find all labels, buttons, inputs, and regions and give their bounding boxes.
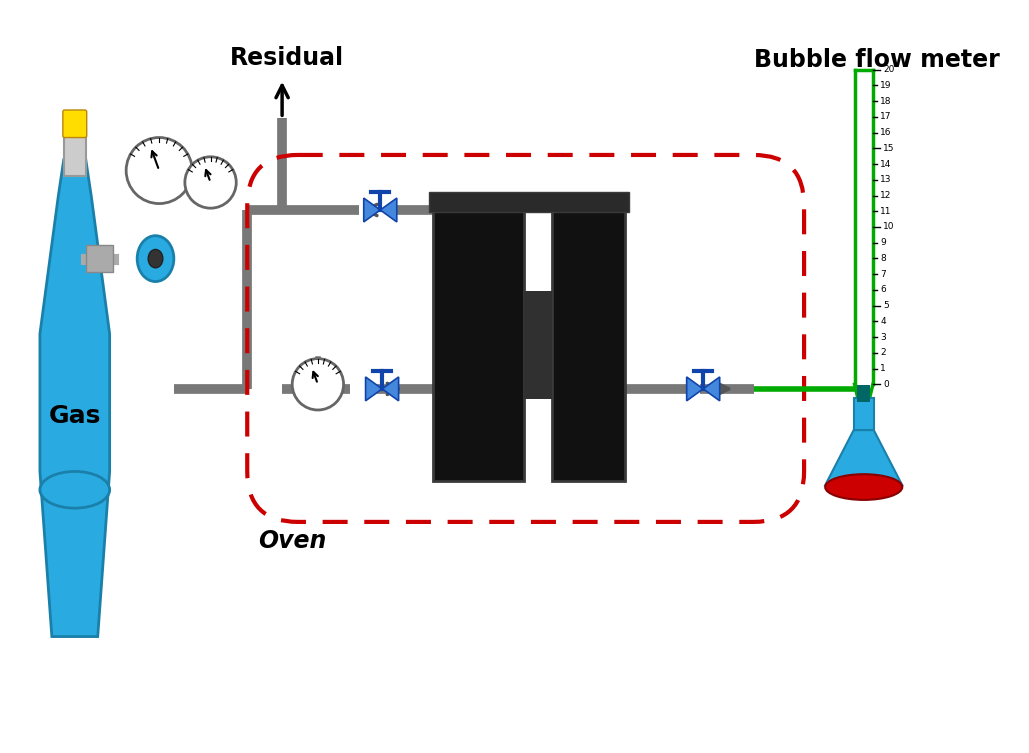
- Text: 17: 17: [880, 112, 892, 121]
- Bar: [552, 210, 626, 480]
- Polygon shape: [365, 377, 382, 401]
- Circle shape: [292, 358, 344, 410]
- Text: 12: 12: [880, 191, 891, 200]
- Text: Residual: Residual: [229, 46, 344, 69]
- Circle shape: [127, 138, 192, 203]
- Polygon shape: [382, 377, 398, 401]
- Polygon shape: [703, 377, 719, 401]
- Text: 1: 1: [880, 364, 886, 373]
- Text: Gas: Gas: [48, 404, 101, 428]
- Bar: [525, 291, 552, 399]
- Text: 11: 11: [880, 207, 892, 216]
- Text: 7: 7: [880, 270, 886, 279]
- Text: 16: 16: [880, 128, 892, 137]
- Bar: [85, 245, 113, 273]
- Bar: [64, 130, 85, 176]
- Text: 13: 13: [880, 175, 892, 184]
- Bar: [429, 192, 629, 212]
- FancyBboxPatch shape: [63, 110, 86, 138]
- Polygon shape: [40, 160, 110, 636]
- Circle shape: [185, 157, 237, 208]
- Text: 19: 19: [880, 81, 892, 90]
- Bar: [432, 210, 525, 480]
- Text: 0: 0: [883, 380, 889, 389]
- Polygon shape: [363, 198, 381, 222]
- Text: 8: 8: [880, 254, 886, 263]
- Polygon shape: [825, 430, 902, 485]
- Text: 18: 18: [880, 96, 892, 105]
- Text: 4: 4: [880, 317, 886, 326]
- Text: 6: 6: [880, 285, 886, 294]
- Text: 3: 3: [880, 333, 886, 342]
- Polygon shape: [381, 198, 397, 222]
- Polygon shape: [686, 377, 703, 401]
- Ellipse shape: [825, 474, 902, 500]
- Text: Bubble flow meter: Bubble flow meter: [753, 47, 999, 72]
- Text: 2: 2: [880, 349, 886, 358]
- Text: Oven: Oven: [258, 529, 326, 553]
- Text: 20: 20: [883, 66, 894, 74]
- Bar: [854, 398, 874, 430]
- Bar: [857, 386, 871, 402]
- Ellipse shape: [137, 236, 174, 282]
- Ellipse shape: [148, 249, 163, 268]
- Ellipse shape: [40, 471, 110, 508]
- Text: 9: 9: [880, 238, 886, 247]
- Text: 5: 5: [883, 301, 889, 310]
- Text: 10: 10: [883, 222, 894, 231]
- Text: 15: 15: [883, 144, 894, 153]
- Text: 14: 14: [880, 160, 891, 169]
